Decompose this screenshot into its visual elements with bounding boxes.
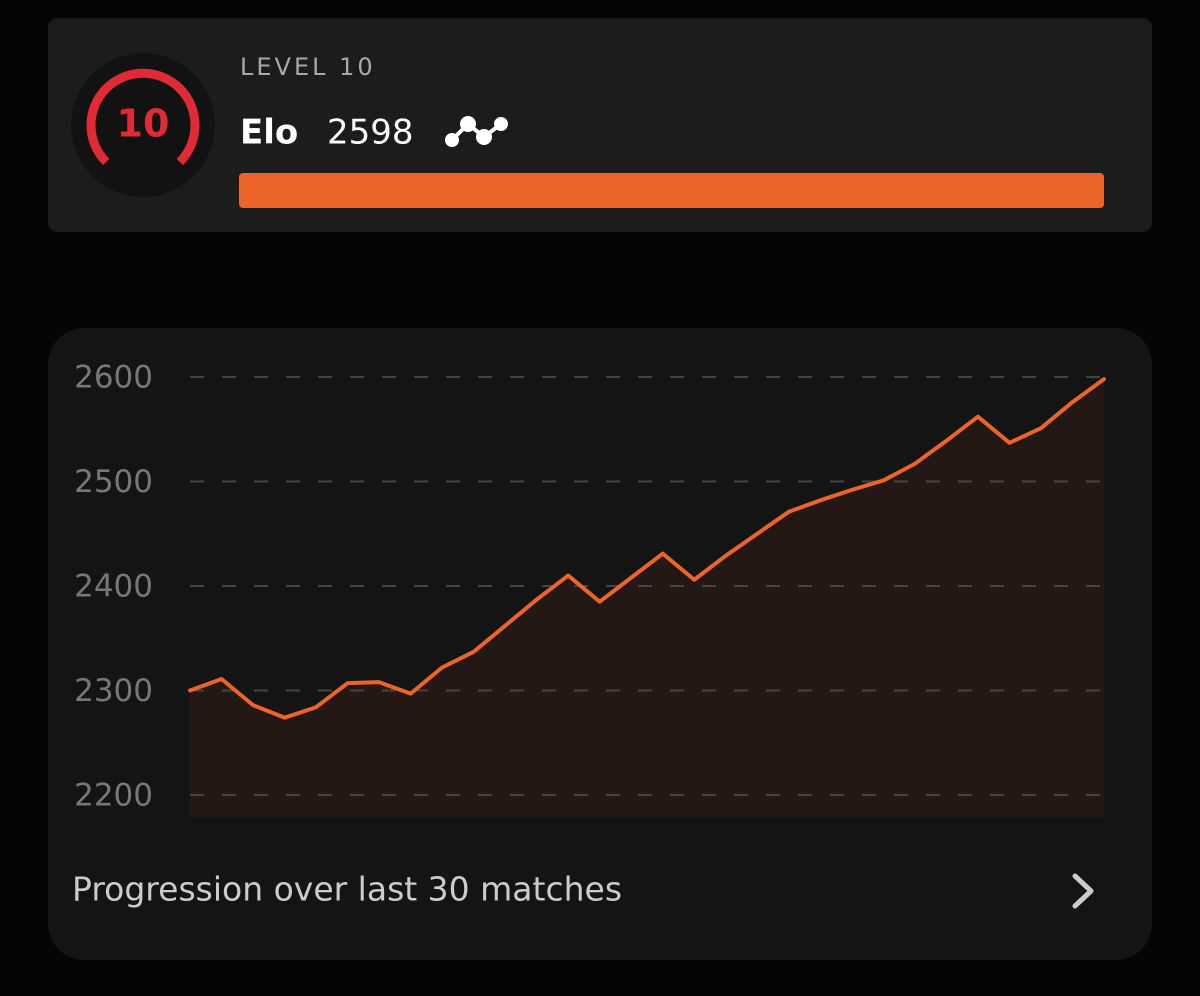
elo-label: Elo xyxy=(240,113,298,153)
trend-icon xyxy=(445,116,508,147)
level-number: 10 xyxy=(117,102,170,146)
level-gauge xyxy=(86,68,200,166)
elo-value: 2598 xyxy=(327,113,414,153)
y-tick-label: 2600 xyxy=(74,360,153,396)
y-tick-label: 2400 xyxy=(74,569,153,605)
level-label: LEVEL 10 xyxy=(240,53,376,81)
chart-caption: Progression over last 30 matches xyxy=(72,870,622,909)
y-tick-label: 2300 xyxy=(74,673,153,709)
y-tick-label: 2500 xyxy=(74,464,153,500)
chevron[interactable] xyxy=(1072,873,1094,909)
line xyxy=(188,377,1106,720)
y-tick-label: 2200 xyxy=(74,778,153,814)
area xyxy=(190,379,1104,817)
elo-progress-bar xyxy=(239,173,1104,208)
